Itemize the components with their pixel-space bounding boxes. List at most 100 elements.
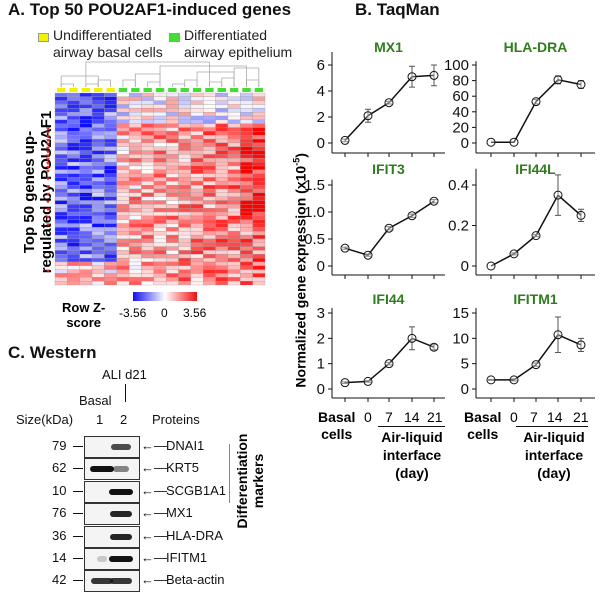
xlabel-basal-line2: cells: [321, 426, 353, 442]
y-tick-label: 4: [317, 83, 325, 100]
marker-triangle: [46, 223, 50, 227]
data-point: [340, 378, 350, 388]
arrow-icon: ←—: [141, 527, 167, 543]
error-bar: [342, 138, 348, 143]
data-point: [363, 111, 373, 121]
y-tick-label: 10: [452, 330, 469, 347]
y-tick-label: 0.4: [448, 177, 469, 194]
y-tick-label: 0: [461, 258, 469, 275]
proteins-header: Proteins: [152, 412, 200, 427]
marker-triangle: [46, 135, 50, 139]
sample-group-bar: [118, 88, 128, 92]
data-point: [429, 342, 439, 352]
blot-size-label: 14: [52, 550, 67, 565]
y-tick-label: 0: [317, 381, 325, 398]
blot-strip: [84, 458, 140, 481]
blot-band: [91, 578, 113, 585]
xlabel-day-0-right: 0: [510, 409, 518, 425]
data-point: [384, 359, 394, 369]
dendrogram-branch: [159, 65, 247, 87]
panel-a-title: A. Top 50 POU2AF1-induced genes: [8, 0, 292, 19]
y-tick-label: 0.5: [304, 231, 325, 248]
blot-strip: [84, 436, 140, 458]
colorbar-mid: 0: [161, 306, 168, 320]
blot-protein-label: DNAI1: [166, 438, 205, 453]
blot-strip: [84, 570, 140, 593]
blot-band: [109, 511, 133, 518]
error-bar: [365, 253, 371, 257]
error-bar: [409, 213, 415, 218]
data-point: [531, 97, 541, 107]
sample-group-bar: [205, 88, 214, 92]
y-tick-label: 2: [317, 330, 325, 347]
marker-triangle: [46, 208, 50, 212]
xlabel-basal-line1: Basal: [464, 409, 502, 425]
data-point: [576, 210, 586, 220]
blot-size-tick: [73, 558, 83, 559]
y-tick-label: 20: [452, 119, 469, 136]
legend-swatch-basal: [38, 33, 49, 42]
blot-protein-label: KRT5: [166, 460, 199, 476]
sample-group-bar: [254, 88, 263, 92]
sample-group-bar: [81, 88, 91, 92]
arrow-icon: ←—: [141, 460, 167, 476]
y-tick-label: 0: [317, 258, 325, 275]
marker-triangle: [46, 177, 50, 181]
blot-strip: [84, 480, 140, 503]
dendrogram-branch: [85, 61, 210, 87]
error-bar: [533, 362, 539, 367]
error-bar: [386, 100, 392, 105]
blot-size-label: 62: [52, 460, 67, 476]
y-tick-label: 1: [317, 356, 325, 373]
data-point: [576, 80, 586, 89]
blot-band: [109, 533, 133, 540]
arrow-icon: ←—: [141, 438, 167, 453]
xlabel-basal-line2: cells: [467, 426, 499, 442]
legend-basal-line2: airway basal cells: [53, 44, 163, 60]
colorbar-title-line1: Row Z-: [62, 300, 106, 315]
chart-mx1: MX1 0 2 4 6: [317, 39, 445, 157]
legend-basal-line1: Undifferentiated: [53, 27, 152, 43]
ali-underline-right: [516, 426, 588, 427]
sample-group-bar: [192, 88, 202, 92]
blot-band: [90, 466, 114, 473]
xlabel-basal-left: Basal cells: [318, 409, 355, 443]
data-point: [384, 223, 394, 233]
sample-group-bar: [106, 88, 115, 92]
blot-protein-label: Beta-actin: [166, 572, 225, 588]
chart-ifit3: IFIT3 0 0.5 1.0 1.5: [304, 161, 445, 279]
marker-triangle: [46, 146, 50, 150]
xlabel-basal-right: Basal cells: [464, 409, 501, 443]
data-point: [509, 249, 519, 259]
data-point: [363, 376, 373, 386]
marker-triangle: [46, 154, 50, 158]
sample-group-bar: [131, 88, 140, 92]
blot-protein-label: MX1: [166, 505, 193, 521]
y-tick-label: 1.0: [304, 204, 325, 221]
lane-1-label: 1: [96, 412, 104, 427]
error-bar: [511, 378, 517, 382]
y-tick-label: 3: [317, 305, 325, 322]
data-point: [486, 261, 496, 271]
marker-triangle: [46, 165, 50, 169]
xlabel-day-21-left: 21: [427, 409, 443, 425]
xlabel-day-14-right: 14: [547, 409, 563, 425]
data-point: [531, 231, 541, 241]
y-tick-label: 100: [444, 57, 469, 74]
sample-group-bar: [242, 88, 251, 92]
blot-band: [109, 488, 133, 495]
legend-diff-line1: Differentiated: [184, 27, 268, 43]
sample-group-bar: [57, 88, 66, 92]
blot-band: [96, 556, 108, 562]
data-point: [407, 211, 417, 221]
y-tick-label: 5: [461, 356, 469, 373]
marker-group-label: Differentiation markers: [234, 421, 266, 541]
error-bar: [555, 174, 561, 216]
arrow-icon: ←—: [141, 505, 167, 521]
xlabel-day-7-right: 7: [530, 409, 538, 425]
arrow-icon: ←—: [141, 482, 167, 498]
panel-b-title: B. TaqMan: [355, 0, 440, 19]
series-line: [344, 74, 435, 141]
marker-triangle: [46, 131, 50, 135]
